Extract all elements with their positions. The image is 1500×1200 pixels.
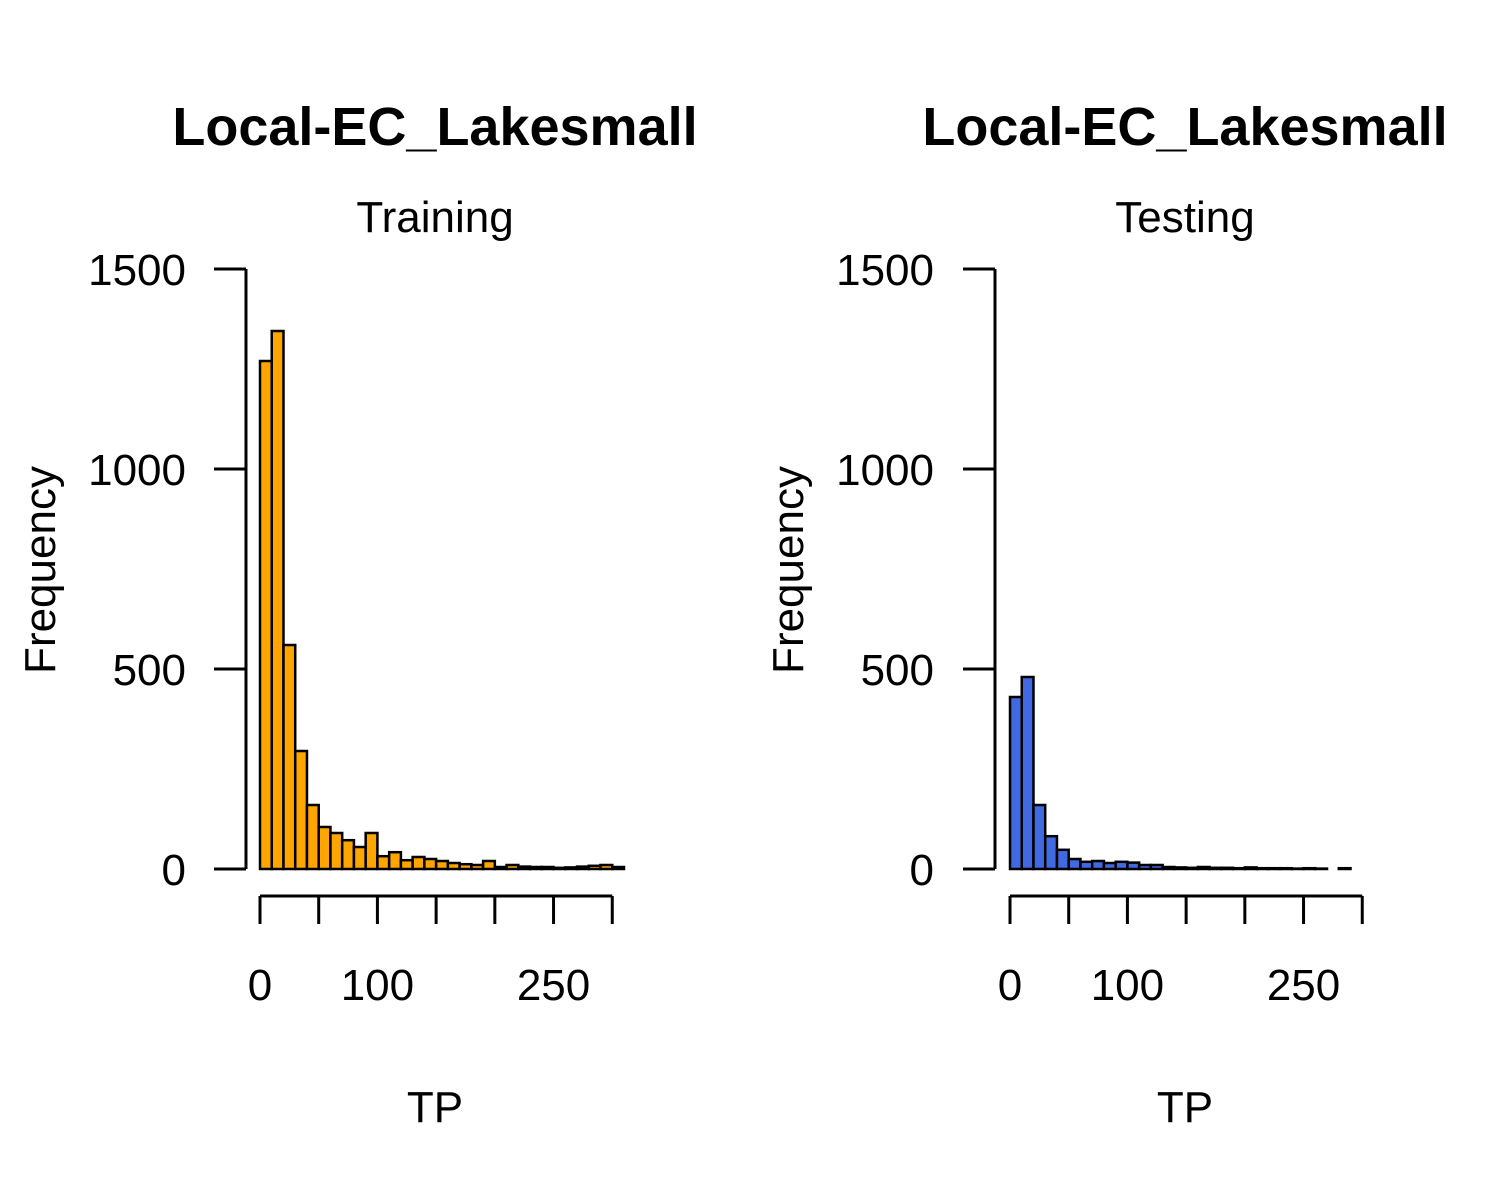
- testing-bar: [1255, 866, 1270, 871]
- training-bar: [329, 831, 344, 871]
- testing-x-tick-label: 0: [998, 961, 1022, 1010]
- training-bar: [575, 865, 591, 871]
- training-bar: [458, 862, 473, 871]
- training-bar: [564, 866, 579, 871]
- testing-bar: [1337, 866, 1352, 871]
- training-title: Local-EC_Lakesmall: [172, 97, 697, 157]
- testing-bar: [1032, 803, 1047, 871]
- training-bar: [258, 359, 273, 871]
- training-bar: [540, 865, 555, 871]
- training-bar: [517, 865, 532, 871]
- testing-y-tick-label: 1500: [836, 246, 934, 295]
- training-bar: [411, 855, 426, 871]
- training-bar: [270, 329, 285, 871]
- training-y-tick-label: 0: [162, 846, 186, 895]
- testing-bar: [1220, 866, 1235, 871]
- testing-panel: Local-EC_Lakesmall Testing TP Frequency …: [764, 97, 1448, 1132]
- training-bar: [352, 845, 367, 871]
- training-panel: Local-EC_Lakesmall Training TP Frequency…: [16, 97, 698, 1132]
- testing-bar: [1126, 861, 1141, 871]
- testing-bar: [1090, 859, 1106, 871]
- testing-bar: [1149, 863, 1164, 871]
- testing-bar: [1079, 860, 1094, 871]
- training-x-tick-label: 0: [248, 961, 272, 1010]
- training-bar: [293, 749, 309, 871]
- testing-bar: [1267, 866, 1282, 871]
- testing-bar: [1173, 866, 1188, 871]
- training-y-tick-label: 500: [113, 646, 186, 695]
- training-bars: [258, 329, 626, 871]
- training-bar: [611, 865, 626, 871]
- training-bar: [528, 865, 544, 871]
- training-bar: [446, 861, 461, 871]
- testing-bar: [1184, 866, 1200, 871]
- training-bar: [599, 863, 614, 871]
- training-y-tick-label: 1500: [88, 246, 186, 295]
- testing-bar: [1196, 865, 1211, 871]
- testing-y-tick-label: 1000: [836, 446, 934, 495]
- testing-subtitle: Testing: [1115, 193, 1254, 242]
- training-x-tick-label: 100: [341, 961, 414, 1010]
- testing-bar: [1137, 863, 1153, 871]
- training-x-axis-label: TP: [407, 1083, 463, 1132]
- testing-title: Local-EC_Lakesmall: [922, 97, 1447, 157]
- testing-x-axis: 0 100 250: [998, 894, 1364, 1010]
- training-x-axis: 0 100 250: [248, 894, 614, 1010]
- training-bar: [481, 859, 497, 871]
- training-bar: [587, 864, 602, 871]
- training-bar: [423, 857, 438, 871]
- testing-y-axis-label: Frequency: [764, 466, 813, 674]
- testing-y-tick-label: 500: [861, 646, 934, 695]
- training-bar: [399, 858, 414, 871]
- testing-bar: [1243, 866, 1258, 871]
- training-y-axis-label: Frequency: [16, 466, 65, 674]
- testing-bar: [1055, 848, 1070, 871]
- testing-bar: [1302, 866, 1317, 871]
- testing-x-tick-label: 250: [1267, 961, 1340, 1010]
- training-subtitle: Training: [356, 193, 513, 242]
- training-x-tick-label: 250: [517, 961, 590, 1010]
- training-bar: [470, 863, 485, 871]
- training-bar: [340, 838, 356, 871]
- testing-x-tick-label: 100: [1091, 961, 1164, 1010]
- testing-y-axis: 0 500 1000 1500: [836, 246, 997, 895]
- testing-bar: [1114, 860, 1129, 871]
- testing-bar: [1020, 675, 1035, 871]
- testing-x-axis-label: TP: [1157, 1083, 1213, 1132]
- training-bar: [282, 643, 297, 871]
- training-bar: [434, 859, 450, 871]
- training-bar: [317, 825, 332, 871]
- training-bar: [364, 831, 379, 871]
- testing-bar: [1008, 695, 1023, 871]
- testing-bar: [1278, 866, 1294, 871]
- testing-bar: [1161, 865, 1176, 871]
- testing-bar: [1067, 857, 1082, 871]
- training-bar: [493, 865, 508, 871]
- training-bar: [505, 863, 520, 871]
- testing-bars: [1008, 675, 1352, 871]
- testing-bar: [1208, 866, 1223, 871]
- training-y-tick-label: 1000: [88, 446, 186, 495]
- training-bar: [376, 854, 391, 871]
- training-y-axis: 0 500 1000 1500: [88, 246, 248, 895]
- training-bar: [387, 850, 403, 871]
- testing-bar: [1102, 861, 1117, 871]
- testing-y-tick-label: 0: [910, 846, 934, 895]
- training-bar: [305, 803, 320, 871]
- testing-bar: [1231, 866, 1247, 871]
- testing-bar: [1043, 834, 1059, 871]
- training-bar: [552, 866, 567, 871]
